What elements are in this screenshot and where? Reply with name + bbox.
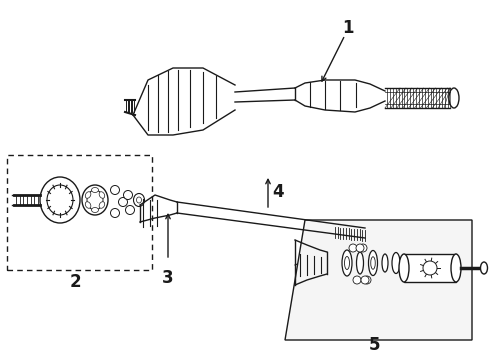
Circle shape <box>353 276 361 284</box>
Ellipse shape <box>133 194 145 207</box>
Circle shape <box>119 198 127 207</box>
Circle shape <box>111 208 120 217</box>
Ellipse shape <box>392 252 400 274</box>
Circle shape <box>349 244 357 252</box>
Text: 5: 5 <box>369 336 381 354</box>
Circle shape <box>359 244 367 252</box>
Ellipse shape <box>382 254 388 272</box>
Ellipse shape <box>87 190 103 210</box>
Circle shape <box>125 206 134 215</box>
Ellipse shape <box>366 226 374 240</box>
Ellipse shape <box>40 177 80 223</box>
Ellipse shape <box>449 88 459 108</box>
Ellipse shape <box>47 185 73 215</box>
Circle shape <box>361 276 369 284</box>
Circle shape <box>363 276 371 284</box>
Text: 3: 3 <box>162 269 174 287</box>
Ellipse shape <box>371 257 375 269</box>
Ellipse shape <box>357 252 364 274</box>
Text: 1: 1 <box>342 19 354 37</box>
Circle shape <box>356 244 364 252</box>
Bar <box>7 155 152 270</box>
Ellipse shape <box>399 254 409 282</box>
Polygon shape <box>285 220 472 340</box>
Text: 2: 2 <box>69 273 81 291</box>
Ellipse shape <box>368 251 377 275</box>
Ellipse shape <box>92 188 98 193</box>
Ellipse shape <box>99 202 105 208</box>
Ellipse shape <box>342 250 352 276</box>
Ellipse shape <box>481 262 488 274</box>
Circle shape <box>123 190 132 199</box>
Ellipse shape <box>99 192 105 198</box>
Ellipse shape <box>451 254 461 282</box>
Text: 4: 4 <box>272 183 284 201</box>
Ellipse shape <box>85 192 91 198</box>
Bar <box>404 254 456 282</box>
Ellipse shape <box>82 185 108 215</box>
Ellipse shape <box>85 202 91 208</box>
Ellipse shape <box>92 207 98 212</box>
Circle shape <box>423 261 437 275</box>
Ellipse shape <box>344 256 349 270</box>
Circle shape <box>111 185 120 194</box>
Ellipse shape <box>137 197 142 203</box>
